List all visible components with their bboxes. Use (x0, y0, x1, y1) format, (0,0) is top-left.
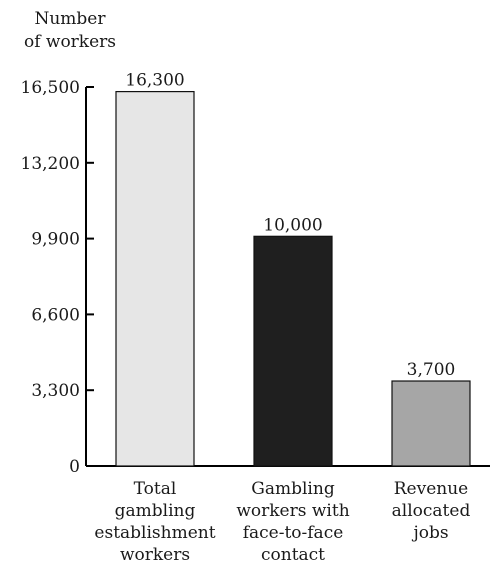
x-axis-category-labels: Total gambling establishment workersGamblin… (94, 479, 470, 565)
y-axis-title: Number of workers (24, 9, 116, 52)
x-category-label: Revenue allocated jobs (392, 479, 471, 543)
y-axis-title-text: Number of workers (24, 9, 116, 52)
x-category-label: Gambling workers with face-to-face contact (236, 479, 349, 565)
x-category-label-line: gambling (115, 501, 196, 521)
bars (115, 90, 471, 467)
y-tick-label: 13,200 (21, 154, 80, 174)
bar-value-label: 10,000 (263, 215, 322, 235)
x-category-label-line: Revenue (394, 479, 468, 499)
bar-value-label: 16,300 (125, 71, 184, 91)
x-category-label-line: face-to-face (243, 523, 344, 543)
bar (253, 235, 333, 467)
x-category-label-line: establishment (94, 523, 215, 543)
x-category-label-line: allocated (392, 501, 471, 521)
bar (391, 380, 471, 467)
x-category-label-line: Total (134, 479, 177, 499)
y-tick-label: 16,500 (21, 78, 80, 98)
bar (115, 90, 195, 467)
y-tick-label: 9,900 (31, 230, 80, 250)
x-category-label-line: Gambling (251, 479, 335, 499)
y-tick-label: 0 (69, 457, 80, 477)
x-category-label: Total gambling establishment workers (94, 479, 215, 565)
y-axis-ticks: 0 3,300 6,600 9,900 13,200 16,500 (21, 78, 94, 477)
x-category-label-line: workers (120, 545, 190, 565)
y-axis-title-line: Number (34, 9, 106, 29)
x-category-label-line: jobs (411, 523, 448, 543)
x-category-label-line: workers with (236, 501, 349, 521)
data-labels: 16,300 10,000 3,700 (125, 71, 455, 380)
bar-value-label: 3,700 (407, 360, 456, 380)
y-tick-label: 6,600 (31, 305, 80, 325)
x-category-label-line: contact (261, 545, 325, 565)
y-tick-label: 3,300 (31, 381, 80, 401)
y-axis-title-line: of workers (24, 32, 116, 52)
